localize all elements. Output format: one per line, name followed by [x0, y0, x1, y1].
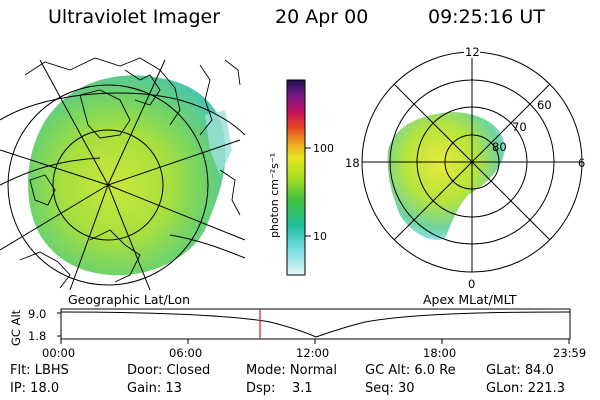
altitude-ytick-9: 9.0	[28, 307, 46, 321]
altitude-plot-frame	[60, 308, 571, 340]
mlt-label-12: 12	[465, 45, 480, 59]
colorbar-gradient	[286, 79, 306, 276]
apex-polar-plot: 12 0 18 6 60 70 80	[345, 44, 585, 291]
mlat-label-60: 60	[537, 98, 552, 112]
info-ip: IP: 18.0	[10, 381, 60, 396]
colorbar-unit-label: photon cm⁻²s⁻¹	[268, 153, 281, 238]
geographic-image	[0, 57, 246, 291]
altitude-ytick-1-8: 1.8	[28, 329, 46, 343]
date-readout: 20 Apr 00	[275, 6, 369, 28]
info-gc-alt: GC Alt: 6.0 Re	[365, 363, 456, 378]
colorbar: 100 10 photon cm⁻²s⁻¹	[268, 79, 334, 276]
info-seq: Seq: 30	[365, 381, 415, 396]
mlat-label-70: 70	[512, 120, 527, 134]
mlt-label-6: 6	[578, 156, 585, 170]
time-readout: 09:25:16 UT	[428, 6, 545, 28]
info-mode: Mode: Normal	[246, 363, 337, 378]
info-dsp: Dsp: 3.1	[246, 381, 313, 396]
mlt-label-18: 18	[345, 156, 360, 170]
info-door: Door: Closed	[127, 363, 211, 378]
altitude-xtick-2359: 23:59	[553, 346, 586, 360]
aurora-image-left	[28, 75, 226, 276]
altitude-plot: 9.0 1.8 GC Alt 00:00 06:00 12:00 18:00 2…	[9, 307, 586, 360]
colorbar-tick-10: 10	[313, 230, 327, 243]
right-panel-caption: Apex MLat/MLT	[423, 292, 517, 307]
info-glat: GLat: 84.0	[486, 363, 554, 378]
info-gain: Gain: 13	[127, 381, 182, 396]
altitude-ylabel: GC Alt	[9, 309, 23, 346]
mlt-label-0: 0	[468, 277, 475, 291]
altitude-xtick-1800: 18:00	[423, 346, 456, 360]
altitude-xtick-1200: 12:00	[296, 346, 329, 360]
altitude-xtick-0600: 06:00	[169, 346, 202, 360]
left-panel-caption: Geographic Lat/Lon	[68, 292, 190, 307]
info-filter: Flt: LBHS	[10, 363, 69, 378]
altitude-xtick-0000: 00:00	[42, 346, 75, 360]
aurora-speckle-left	[205, 110, 232, 175]
app-title: Ultraviolet Imager	[48, 6, 221, 28]
mlat-label-80: 80	[492, 140, 507, 154]
info-glon: GLon: 221.3	[486, 381, 566, 396]
colorbar-tick-100: 100	[313, 142, 334, 155]
altitude-curve	[60, 311, 571, 338]
aurora-image-right	[387, 112, 505, 240]
